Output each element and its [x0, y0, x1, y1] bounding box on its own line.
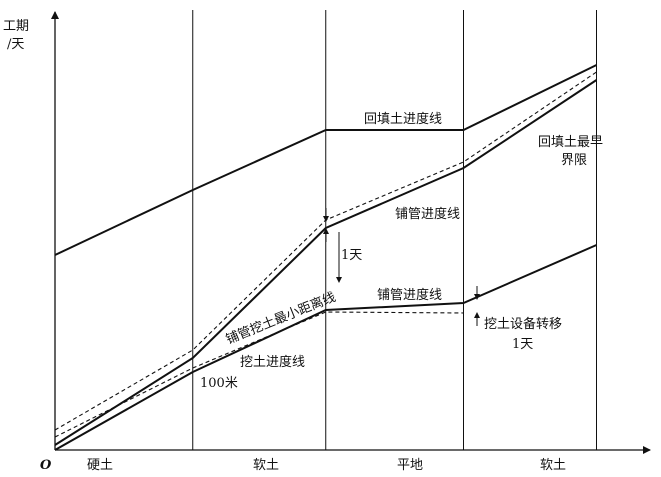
zone-label-2: 软土	[253, 458, 279, 473]
zone-label-4: 软土	[540, 458, 566, 473]
zone-label-3: 平地	[397, 458, 423, 473]
label-pipe-lower: 铺管进度线	[377, 287, 442, 303]
origin-label: O	[40, 458, 52, 473]
zone-label-1: 硬土	[87, 458, 113, 473]
y-axis-label-line2: /天	[7, 37, 24, 52]
series-backfill-progress	[54, 64, 597, 256]
label-backfill-limit-1: 回填土最早	[538, 135, 603, 150]
label-pipe-upper: 铺管进度线	[395, 206, 460, 222]
y-axis-label-line1: 工期	[3, 19, 29, 34]
label-backfill-limit-2: 界限	[561, 153, 587, 168]
label-one-day-b: 1天	[512, 337, 533, 352]
zone-boundaries	[192, 10, 597, 450]
label-hundred-m: 100米	[200, 376, 238, 391]
label-excavation-progress: 挖土进度线	[240, 354, 305, 370]
series-excavation-progress	[54, 244, 597, 451]
label-one-day-a: 1天	[341, 248, 362, 263]
label-min-distance: 铺管挖土最小距离线	[224, 289, 338, 348]
label-backfill-progress: 回填土进度线	[364, 111, 442, 127]
label-equipment-transfer: 挖土设备转移	[484, 316, 562, 332]
gap-marker-pipe	[323, 208, 342, 283]
